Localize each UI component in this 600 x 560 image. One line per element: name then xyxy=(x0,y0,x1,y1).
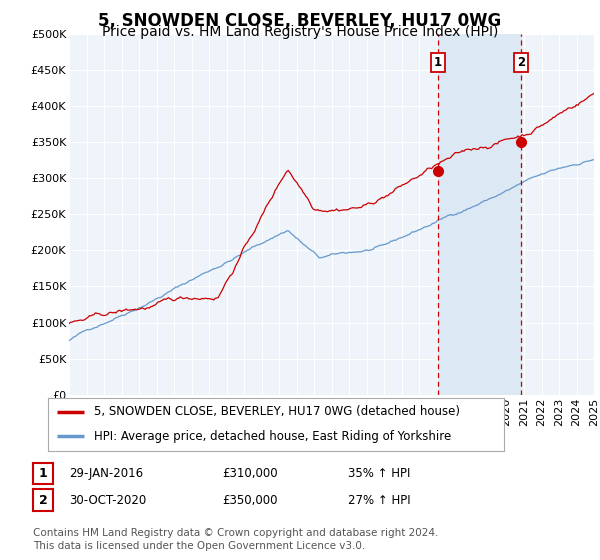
Text: 2: 2 xyxy=(517,56,525,69)
Bar xyxy=(438,34,521,395)
Text: £310,000: £310,000 xyxy=(222,466,278,480)
Text: 1: 1 xyxy=(38,466,47,480)
Text: 1: 1 xyxy=(434,56,442,69)
Text: 2: 2 xyxy=(38,493,47,507)
Text: £350,000: £350,000 xyxy=(222,493,277,507)
Text: 5, SNOWDEN CLOSE, BEVERLEY, HU17 0WG: 5, SNOWDEN CLOSE, BEVERLEY, HU17 0WG xyxy=(98,12,502,30)
Text: Price paid vs. HM Land Registry's House Price Index (HPI): Price paid vs. HM Land Registry's House … xyxy=(102,25,498,39)
Text: 35% ↑ HPI: 35% ↑ HPI xyxy=(348,466,410,480)
Text: Contains HM Land Registry data © Crown copyright and database right 2024.: Contains HM Land Registry data © Crown c… xyxy=(33,528,439,538)
Text: This data is licensed under the Open Government Licence v3.0.: This data is licensed under the Open Gov… xyxy=(33,541,365,551)
Text: HPI: Average price, detached house, East Riding of Yorkshire: HPI: Average price, detached house, East… xyxy=(94,430,451,443)
Text: 5, SNOWDEN CLOSE, BEVERLEY, HU17 0WG (detached house): 5, SNOWDEN CLOSE, BEVERLEY, HU17 0WG (de… xyxy=(94,405,460,418)
Text: 30-OCT-2020: 30-OCT-2020 xyxy=(69,493,146,507)
Text: 27% ↑ HPI: 27% ↑ HPI xyxy=(348,493,410,507)
Text: 29-JAN-2016: 29-JAN-2016 xyxy=(69,466,143,480)
